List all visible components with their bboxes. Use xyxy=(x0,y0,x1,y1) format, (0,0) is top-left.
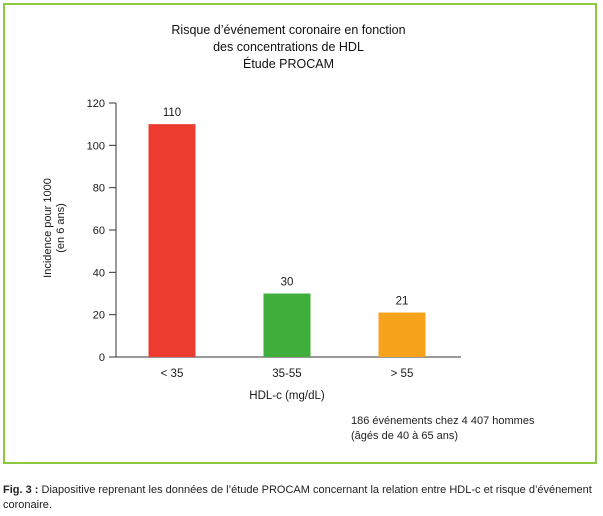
sample-note-line-2: (âgés de 40 à 65 ans) xyxy=(351,430,459,442)
chart-title: Risque d’événement coronaire en fonction… xyxy=(0,22,577,73)
bar xyxy=(148,124,196,358)
bar-value-label: 21 xyxy=(396,296,409,308)
chart-title-line-2: des concentrations de HDL xyxy=(213,40,364,54)
y-tick-label: 100 xyxy=(87,140,105,152)
figure-caption: Fig. 3 : Diapositive reprenant les donné… xyxy=(3,483,599,513)
y-axis-label-line-1: Incidence pour 1000 xyxy=(42,178,54,278)
caption-label: Fig. 3 : xyxy=(3,484,39,496)
sample-note-line-1: 186 événements chez 4 407 hommes xyxy=(351,415,535,427)
x-tick-label: < 35 xyxy=(161,368,184,380)
figure-frame xyxy=(3,3,597,464)
caption-text: Diapositive reprenant les données de l’é… xyxy=(3,484,592,511)
bar xyxy=(263,293,311,357)
y-tick-label: 120 xyxy=(87,98,105,110)
sample-note: 186 événements chez 4 407 hommes (âgés d… xyxy=(351,414,534,444)
y-tick-label: 80 xyxy=(93,183,105,195)
bar-value-label: 30 xyxy=(281,277,294,289)
y-tick-label: 60 xyxy=(93,225,105,237)
x-axis-label: HDL-c (mg/dL) xyxy=(249,390,325,402)
bars: 110 30 21 xyxy=(148,107,426,358)
chart-title-line-3: Étude PROCAM xyxy=(242,57,334,71)
x-tick-labels: < 35 35-55 > 55 xyxy=(161,368,414,380)
bar-chart: 0 20 40 60 80 100 120 110 30 21 < 35 35-55 > 55 HD… xyxy=(42,98,461,402)
y-tick-label: 20 xyxy=(93,310,105,322)
bar-value-label: 110 xyxy=(163,107,181,119)
x-tick-label: 35-55 xyxy=(272,368,301,380)
bar xyxy=(378,312,426,357)
y-tick-label: 40 xyxy=(93,267,105,279)
y-tick-label: 0 xyxy=(99,352,105,364)
y-axis-label-line-2: (en 6 ans) xyxy=(55,203,67,253)
x-tick-label: > 55 xyxy=(391,368,414,380)
chart-title-line-1: Risque d’événement coronaire en fonction xyxy=(171,23,406,37)
